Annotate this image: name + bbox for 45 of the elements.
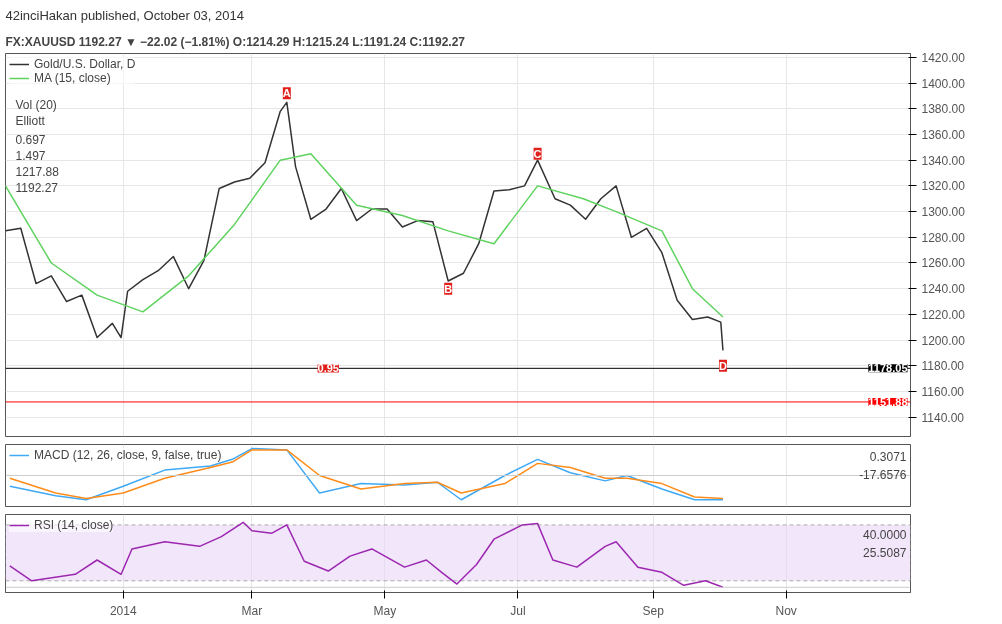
annotation: D bbox=[718, 359, 727, 372]
x-tick-label: 2014 bbox=[109, 603, 137, 618]
annotation: 25.5087 bbox=[863, 545, 907, 560]
y-tick-label: 1240.00 bbox=[921, 282, 966, 297]
legend-label: MACD (12, 26, close, 9, false, true) bbox=[34, 448, 222, 462]
annotation: 1192.27 bbox=[15, 180, 59, 195]
y-tick-label: 1300.00 bbox=[921, 205, 966, 220]
annotation: 0.697 bbox=[15, 132, 46, 147]
x-tick-label: Sep bbox=[642, 603, 665, 618]
annotation: -17.6576 bbox=[859, 467, 907, 482]
x-tick-label: Nov bbox=[775, 603, 797, 618]
annotation: C bbox=[533, 147, 542, 160]
chart-subtitle: FX:XAUUSD 1192.27 ▼ −22.02 (−1.81%) O:1214.29 H:1215.24 L:1191.24 C:1192.27 bbox=[5, 34, 466, 49]
line-series bbox=[5, 101, 724, 352]
legend-label: RSI (14, close) bbox=[34, 518, 114, 532]
y-tick-label: 1400.00 bbox=[921, 76, 966, 91]
annotation: 1.497 bbox=[15, 148, 46, 163]
y-tick-label: 1360.00 bbox=[921, 127, 966, 142]
y-tick-label: 1140.00 bbox=[921, 410, 965, 425]
y-tick-label: 1340.00 bbox=[921, 153, 966, 168]
y-tick-label: 1260.00 bbox=[921, 256, 966, 271]
y-tick-label: 1160.00 bbox=[921, 385, 965, 400]
annotation: A bbox=[282, 87, 291, 100]
x-tick-label: Jul bbox=[510, 603, 526, 618]
y-tick-label: 1320.00 bbox=[921, 179, 966, 194]
y-tick-label: 1380.00 bbox=[921, 102, 966, 117]
annotation: B bbox=[444, 282, 453, 295]
chart-title: 42inciHakan published, October 03, 2014 bbox=[5, 7, 244, 23]
ref-line-label: 1151.88 bbox=[868, 395, 908, 408]
ref-line-label: 1178.05 bbox=[868, 362, 908, 375]
annotation: Vol (20) bbox=[15, 97, 57, 112]
y-tick-label: 1200.00 bbox=[921, 333, 966, 348]
annotation: 40.0000 bbox=[863, 527, 907, 542]
legend-label: MA (15, close) bbox=[34, 71, 111, 85]
x-tick-label: May bbox=[373, 603, 397, 618]
annotation: Elliott bbox=[15, 113, 46, 128]
annotation: 0.95 bbox=[317, 362, 339, 375]
annotation: 0.3071 bbox=[869, 449, 907, 464]
y-tick-label: 1280.00 bbox=[921, 230, 966, 245]
annotation: 1217.88 bbox=[15, 164, 60, 179]
y-tick-label: 1220.00 bbox=[921, 307, 966, 322]
y-tick-label: 1420.00 bbox=[921, 50, 966, 65]
y-tick-label: 1180.00 bbox=[921, 359, 965, 374]
legend-label: Gold/U.S. Dollar, D bbox=[34, 57, 136, 71]
x-tick-label: Mar bbox=[241, 603, 263, 618]
